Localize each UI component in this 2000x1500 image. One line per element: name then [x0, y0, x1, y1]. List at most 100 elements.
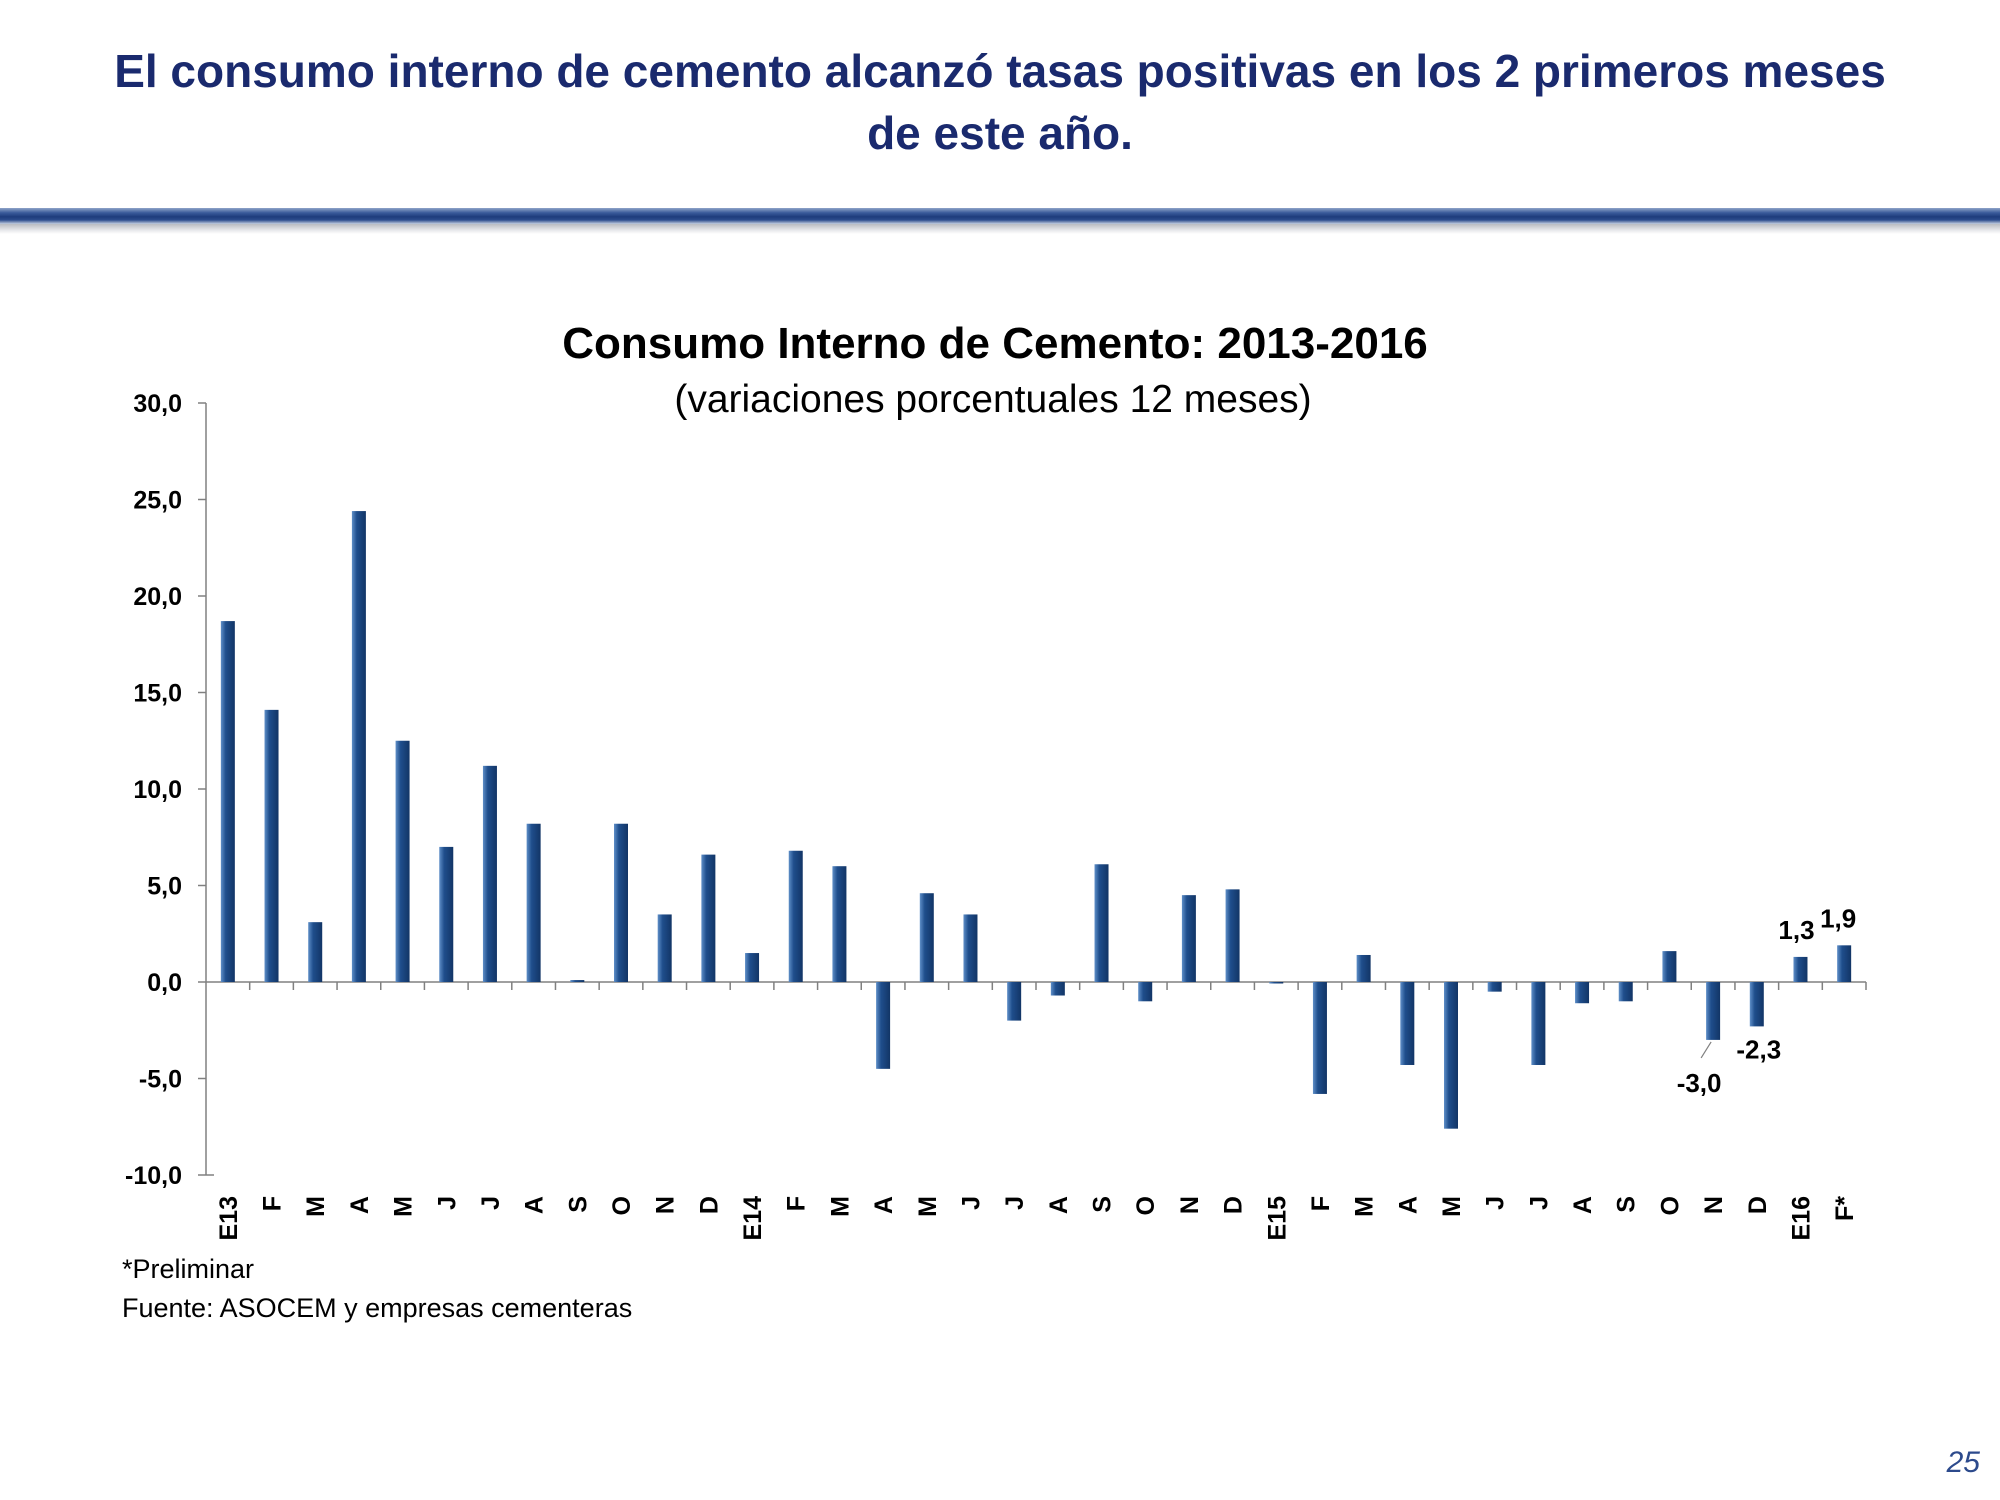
- y-tick-label: 0,0: [147, 969, 182, 997]
- bar: [1269, 982, 1284, 984]
- bar: [1575, 982, 1590, 1004]
- x-tick-label: J: [1482, 1196, 1510, 1210]
- bar: [1444, 982, 1458, 1129]
- bar: [1181, 895, 1196, 982]
- chart-title: Consumo Interno de Cemento: 2013-2016: [562, 319, 1428, 368]
- bar: [526, 823, 541, 982]
- bar: [264, 709, 279, 982]
- x-tick-label: J: [1525, 1196, 1553, 1210]
- bar: [1312, 982, 1327, 1094]
- slide-title-line-2: de este año.: [867, 107, 1133, 159]
- x-tick-label: E14: [739, 1196, 767, 1241]
- bar: [1138, 982, 1153, 1002]
- x-tick-label: J: [433, 1196, 461, 1210]
- slide-title: El consumo interno de cemento alcanzó ta…: [0, 40, 2000, 164]
- x-tick-label: M: [914, 1196, 942, 1217]
- x-tick-label: M: [1438, 1196, 1466, 1217]
- x-tick-label: A: [1045, 1196, 1073, 1214]
- bar: [1837, 945, 1852, 982]
- x-tick-label: F*: [1831, 1196, 1859, 1221]
- x-tick-label: S: [1089, 1196, 1117, 1213]
- data-label: 1,9: [1820, 903, 1856, 933]
- x-tick-label: N: [652, 1196, 680, 1214]
- x-tick-label: O: [608, 1196, 636, 1215]
- x-tick-label: N: [1176, 1196, 1204, 1214]
- bar: [1356, 954, 1371, 982]
- bar: [1487, 982, 1502, 992]
- x-tick-label: F: [783, 1196, 811, 1211]
- x-tick-label: D: [1220, 1196, 1248, 1214]
- x-tick-label: S: [1613, 1196, 1641, 1213]
- y-tick-label: 15,0: [133, 680, 182, 708]
- bar: [220, 621, 235, 982]
- x-tick-label: E15: [1263, 1196, 1291, 1241]
- bar: [876, 982, 891, 1069]
- x-tick-label: D: [1744, 1196, 1772, 1214]
- bars: [220, 511, 1852, 1129]
- x-tick-label: M: [1351, 1196, 1379, 1217]
- bar: [1007, 982, 1022, 1021]
- y-tick-label: -10,0: [125, 1162, 182, 1190]
- bar: [614, 823, 628, 982]
- x-tick-label: F: [259, 1196, 287, 1211]
- x-tick-label: E13: [215, 1196, 243, 1240]
- bar: [788, 850, 803, 982]
- x-tick-label: M: [302, 1196, 330, 1217]
- title-divider-shadow: [0, 224, 2000, 234]
- x-tick-label: A: [1394, 1196, 1422, 1214]
- data-labels: -3,0 -2,3 1,3 1,9: [1677, 903, 1857, 1098]
- bar: [439, 846, 454, 982]
- x-tick-label: A: [521, 1196, 549, 1214]
- bar: [1400, 982, 1415, 1065]
- x-tick-label: M: [390, 1196, 418, 1217]
- x-tick-label: S: [564, 1196, 592, 1213]
- bar: [1706, 982, 1721, 1040]
- x-tick-label: F: [1307, 1196, 1335, 1211]
- bar: [351, 511, 366, 982]
- bar: [832, 866, 847, 982]
- bar: [701, 854, 716, 982]
- y-tick-label: 5,0: [147, 873, 182, 901]
- data-label: -3,0: [1677, 1068, 1722, 1098]
- bar: [1618, 982, 1633, 1002]
- footnote-preliminary: *Preliminar: [122, 1254, 255, 1284]
- bar: [1793, 956, 1808, 982]
- bar: [1749, 982, 1764, 1027]
- page-number: 25: [1946, 1446, 1980, 1479]
- x-tick-label: J: [1001, 1196, 1029, 1210]
- bar: [1662, 951, 1677, 982]
- x-tick-label: A: [870, 1196, 898, 1214]
- x-tick-label: M: [826, 1196, 854, 1217]
- x-tick-label: N: [1700, 1196, 1728, 1214]
- x-tick-label: J: [957, 1196, 985, 1210]
- slide-title-line-1: El consumo interno de cemento alcanzó ta…: [114, 45, 1886, 97]
- x-tick-label: E16: [1787, 1196, 1815, 1240]
- y-tick-label: 20,0: [133, 583, 182, 611]
- bar: [1531, 982, 1546, 1065]
- bar: [482, 765, 497, 982]
- y-tick-label: 30,0: [133, 390, 182, 418]
- data-label-leader: [1700, 1041, 1712, 1059]
- data-label: 1,3: [1778, 915, 1814, 945]
- x-tick-label: O: [1132, 1196, 1160, 1215]
- y-tick-label: 25,0: [133, 487, 182, 515]
- x-tick-label: A: [1569, 1196, 1597, 1214]
- footnote-source: Fuente: ASOCEM y empresas cementeras: [122, 1293, 633, 1323]
- title-divider: [0, 208, 2000, 224]
- x-tick-label: A: [346, 1196, 374, 1214]
- x-tick-label: J: [477, 1196, 505, 1210]
- bar: [1094, 864, 1109, 982]
- x-tick-label: D: [695, 1196, 723, 1214]
- x-tick-label: O: [1656, 1196, 1684, 1215]
- bar: [963, 914, 978, 982]
- y-tick-label: -5,0: [139, 1066, 182, 1094]
- y-tick-label: 10,0: [133, 776, 182, 804]
- bar: [395, 740, 410, 982]
- data-label: -2,3: [1736, 1034, 1781, 1064]
- bar: [570, 980, 585, 982]
- bar: [919, 893, 934, 982]
- bar: [657, 914, 672, 982]
- bar: [1225, 889, 1240, 982]
